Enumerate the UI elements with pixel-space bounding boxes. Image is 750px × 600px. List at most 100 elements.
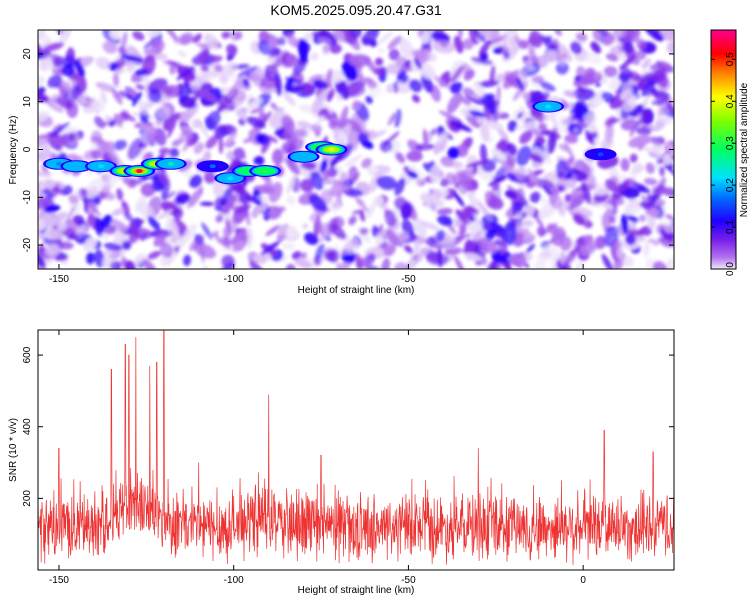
heatmap-x-tick-label: -50 [401,274,416,285]
heatmap-noise-cell [606,118,622,124]
heatmap-noise-cell [340,238,358,256]
heatmap-noise-cell [215,214,224,223]
heatmap-noise-cell [357,132,369,143]
heatmap-noise-cell [342,118,363,134]
heatmap-noise-cell [633,182,651,194]
heatmap-noise-cell [178,82,191,103]
chart-title: KOM5.2025.095.20.47.G31 [270,2,441,18]
heatmap-noise-cell [555,261,568,269]
heatmap-noise-cell [83,195,89,214]
heatmap-noise-cell [653,184,667,197]
heatmap-noise-cell [38,253,46,268]
heatmap-noise-cell [572,88,596,101]
heatmap-noise-cell [383,244,396,257]
heatmap-noise-cell [655,60,674,73]
heatmap-noise-cell [361,158,372,169]
heatmap-noise-cell [305,255,317,269]
heatmap-noise-cell [116,188,124,201]
heatmap-noise-cell [425,30,431,39]
snr-axes: -150 -100 -50 0 200 400 600 [22,329,674,586]
heatmap-noise-cell [613,30,627,39]
heatmap-noise-cell [138,100,149,116]
heatmap-noise-cell [579,244,591,256]
heatmap-noise-cell [226,150,235,161]
heatmap-noise-cell [351,209,365,215]
heatmap-noise-cell [249,107,265,114]
heatmap-noise-cell [453,35,464,54]
heatmap-noise-cell [406,150,423,162]
heatmap-signal-feature [315,143,348,156]
heatmap-noise-cell [447,146,460,159]
heatmap-noise-cell [361,30,380,46]
heatmap-noise-cell [67,132,76,142]
heatmap-noise-cell [269,47,282,58]
heatmap-noise-cell [591,96,603,107]
heatmap-noise-cell [540,113,551,122]
heatmap-noise-cell [533,110,542,120]
heatmap-y-tick-label: -20 [22,237,33,252]
heatmap-noise-cell [605,53,619,62]
heatmap-noise-cell [514,34,520,45]
heatmap-noise-cell [56,221,68,232]
heatmap-noise-cell [491,249,512,263]
heatmap-noise-cell [328,200,342,214]
heatmap-noise-cell [265,224,281,236]
heatmap-noise-cell [662,154,673,165]
heatmap-noise-cell [351,100,360,111]
heatmap-noise-cell [236,148,247,160]
heatmap-noise-cell [465,159,488,168]
heatmap-noise-cell [601,208,614,229]
heatmap-noise-cell [335,93,343,103]
heatmap-noise-cell [38,170,52,177]
heatmap-noise-cell [62,127,79,132]
heatmap-noise-cell [255,133,265,144]
heatmap-noise-cell [360,256,372,267]
heatmap-noise-cell [385,63,405,75]
heatmap-noise-cell [394,177,406,196]
heatmap-noise-cell [590,41,601,54]
heatmap-noise-cell [331,30,345,43]
heatmap-noise-cell [512,81,528,102]
heatmap-noise-cell [458,218,473,229]
heatmap-noise-cell [462,87,475,96]
heatmap-noise-cell [327,91,333,103]
heatmap-noise-cell [564,156,575,169]
heatmap-noise-cell [61,63,75,77]
heatmap-noise-cell [463,69,475,81]
heatmap-noise-cell [387,36,402,50]
heatmap-noise-cell [472,162,478,175]
heatmap-noise-cell [407,139,423,155]
snr-x-tick-label: 0 [580,575,586,586]
heatmap-noise-cell [563,90,577,98]
heatmap-noise-cell [313,79,329,90]
heatmap-noise-cell [479,143,488,164]
heatmap-noise-cell [394,196,408,212]
heatmap-y-tick-label: 20 [22,48,33,60]
heatmap-noise-cell [417,30,425,38]
heatmap-noise-cell [512,201,524,214]
heatmap-noise-cell [576,100,589,113]
colorbar: 0.0 0.1 0.2 0.3 0.4 0.5 Normalized spectral a… [710,29,750,276]
heatmap-noise-cell [585,234,593,243]
heatmap-signal-feature [154,157,187,170]
heatmap-noise-cell [94,116,106,129]
heatmap-noise-cell [189,174,203,188]
heatmap-noise-cell [117,46,128,56]
heatmap-noise-cell [533,260,547,269]
heatmap-noise-cell [257,40,272,56]
heatmap-noise-cell [450,81,463,94]
heatmap-noise-cell [238,191,252,204]
heatmap-noise-cell [211,55,223,63]
heatmap-noise-cell [406,170,419,179]
colorbar-tick-label: 0.4 [725,94,736,108]
snr-x-axis-label: Height of straight line (km) [298,585,415,596]
heatmap-noise-cell [507,119,518,132]
heatmap-noise-cell [411,94,421,103]
heatmap-noise-cell [387,112,397,126]
heatmap-noise-cell [300,252,308,259]
heatmap-noise-cell [91,98,106,113]
heatmap-noise-cell [472,213,483,227]
heatmap-noise-cell [181,126,192,132]
heatmap-noise-cell [284,225,298,239]
heatmap-noise-cell [357,72,364,88]
